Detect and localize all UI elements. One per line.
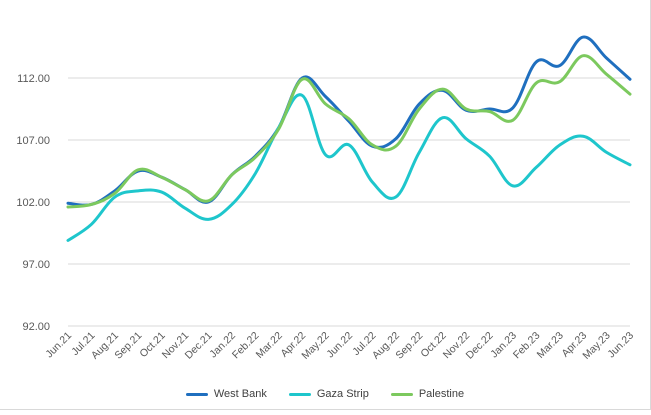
gridlines	[68, 77, 630, 327]
y-tick-label: 97.00	[22, 259, 50, 271]
x-tick-label: Jun.22	[324, 330, 355, 361]
y-tick-label: 112.00	[17, 73, 50, 85]
x-tick-label: Mar.22	[254, 330, 285, 361]
y-tick-label: 92.00	[22, 321, 50, 333]
x-tick-label: Jun.21	[43, 330, 74, 361]
legend-item: Gaza Strip	[288, 388, 369, 400]
legend-swatch	[185, 392, 208, 396]
legend: West Bank Gaza Strip Palestine	[0, 388, 650, 400]
legend-item: Palestine	[390, 388, 465, 400]
series-line-west-bank	[66, 35, 632, 207]
legend-item: West Bank	[185, 388, 267, 400]
legend-label: Gaza Strip	[316, 388, 369, 400]
x-axis: Jun.21Jul.21Aug.21Sep.21Oct.21Nov.21Dec.…	[43, 330, 636, 362]
series-lines	[66, 35, 632, 242]
y-tick-label: 102.00	[16, 197, 50, 209]
series-line-gaza-strip	[66, 93, 632, 242]
x-tick-label: Jun.23	[605, 330, 636, 361]
legend-label: West Bank	[213, 388, 267, 400]
x-tick-label: Mar.23	[535, 330, 566, 361]
legend-swatch	[390, 392, 413, 396]
y-axis: 92.00 97.00 102.00 107.00 112.00	[16, 73, 50, 333]
y-tick-label: 107.00	[16, 135, 50, 147]
legend-label: Palestine	[418, 388, 465, 400]
series-line-palestine	[66, 54, 632, 209]
legend-swatch	[288, 392, 311, 396]
